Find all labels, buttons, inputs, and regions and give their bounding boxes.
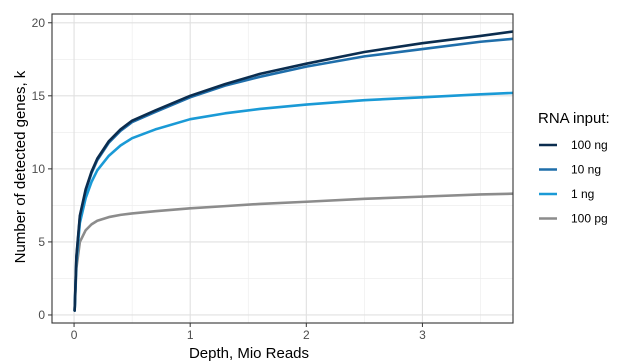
- y-tick-label: 0: [38, 308, 45, 322]
- legend-title: RNA input:: [538, 110, 610, 127]
- x-tick-label: 0: [71, 328, 78, 342]
- x-tick-label: 3: [419, 328, 426, 342]
- series-line-100-ng: [73, 30, 513, 312]
- legend-label: 10 ng: [571, 163, 601, 177]
- series-lines: [73, 30, 513, 312]
- x-axis-ticks: 0 1 2 3: [71, 323, 426, 342]
- legend-label: 100 ng: [571, 138, 608, 152]
- series-line-1-ng: [73, 91, 513, 312]
- x-tick-label: 1: [187, 328, 194, 342]
- legend: RNA input: 100 ng 10 ng 1 ng 100 pg: [538, 110, 610, 226]
- x-tick-label: 2: [303, 328, 310, 342]
- y-tick-label: 15: [32, 89, 46, 103]
- legend-label: 100 pg: [571, 212, 608, 226]
- legend-label: 1 ng: [571, 187, 594, 201]
- y-tick-label: 20: [32, 16, 46, 30]
- y-tick-label: 5: [38, 235, 45, 249]
- panel-border: [51, 13, 514, 324]
- y-axis-ticks: 0 5 10 15 20: [32, 16, 52, 322]
- y-axis-title: Number of detected genes, k: [12, 70, 29, 263]
- grid: [52, 14, 513, 323]
- y-tick-label: 10: [32, 162, 46, 176]
- series-line-100-pg: [73, 192, 513, 312]
- plot-frame: [51, 13, 514, 324]
- x-axis-title: Depth, Mio Reads: [189, 345, 309, 361]
